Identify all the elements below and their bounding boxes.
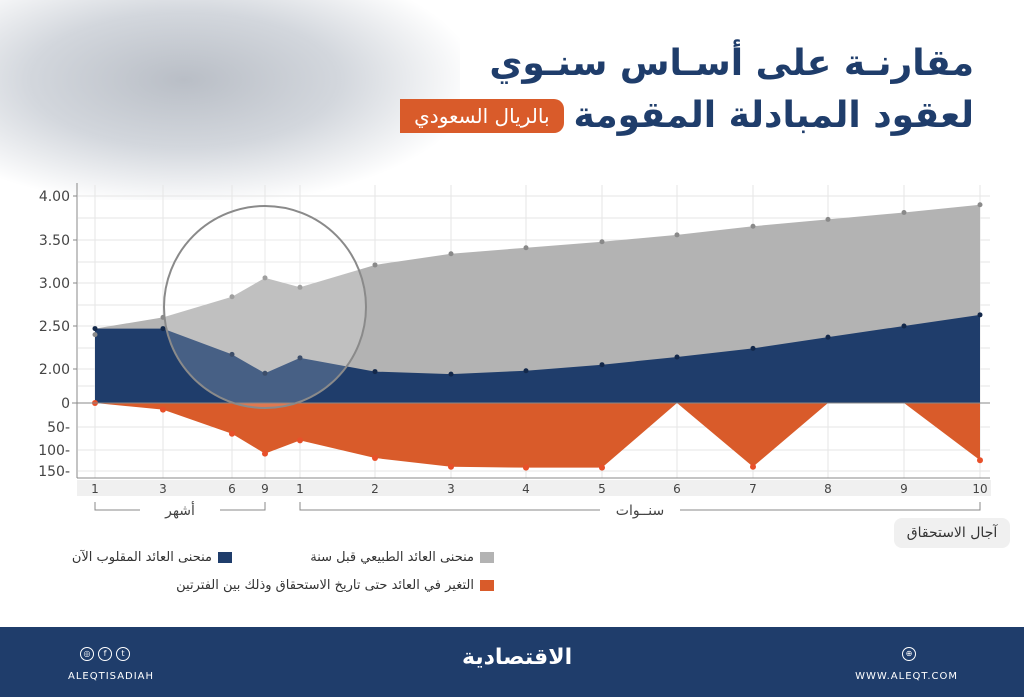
point-now [160, 326, 166, 332]
title-line2: لعقود المبادلة المقومة [573, 95, 974, 136]
point-year-ago [901, 209, 907, 215]
x-tick-label: 4 [522, 482, 530, 496]
y-tick-label: 50- [47, 420, 70, 436]
x-tick-label: 7 [749, 482, 757, 496]
point-change [750, 463, 756, 470]
footer: ◎ f t ALEQTISADIAH الاقتصادية ⊕ WWW.ALEQT.… [0, 627, 1024, 697]
x-tick-label: 10 [972, 482, 987, 496]
point-year-ago [825, 216, 831, 222]
point-change [448, 463, 454, 470]
legend-swatch [218, 552, 232, 563]
point-now [523, 368, 529, 374]
instagram-icon[interactable]: ◎ [80, 647, 94, 661]
point-year-ago [297, 284, 303, 290]
point-year-ago [372, 262, 378, 268]
x-tick-label: 3 [159, 482, 167, 496]
x-tick-label: 6 [673, 482, 681, 496]
point-year-ago [229, 294, 235, 300]
point-change [297, 437, 303, 444]
legend-item-change: التغير في العائد حتى تاريخ الاستحقاق وذل… [176, 578, 494, 593]
legend-label: التغير في العائد حتى تاريخ الاستحقاق وذل… [176, 578, 474, 593]
point-now [674, 354, 680, 360]
point-now [262, 370, 268, 376]
point-now [92, 326, 98, 332]
page-title: مقارنـة على أسـاس سنـوي لعقود المبادلة ا… [400, 38, 974, 142]
globe-icon: ⊕ [902, 647, 916, 661]
logo: الاقتصادية [462, 645, 573, 670]
x-tick-label: 5 [598, 482, 606, 496]
title-line1: مقارنـة على أسـاس سنـوي [489, 43, 974, 84]
x-tick-label: 9 [261, 482, 269, 496]
point-now [977, 312, 983, 318]
x-tick-label: 3 [447, 482, 455, 496]
point-year-ago [977, 202, 983, 208]
point-year-ago [448, 251, 454, 257]
point-year-ago [599, 239, 605, 245]
point-now [901, 323, 907, 329]
social-handle[interactable]: ALEQTISADIAH [68, 671, 155, 682]
y-tick-label: 3.00 [39, 276, 70, 292]
point-change [229, 430, 235, 437]
point-now [599, 362, 605, 368]
x-tick-label: 9 [900, 482, 908, 496]
point-now [229, 351, 235, 357]
point-now [372, 369, 378, 375]
legend-label: منحنى العائد الطبيعي قبل سنة [310, 550, 474, 565]
x-axis-title: آجال الاستحقاق [894, 518, 1010, 548]
twitter-icon[interactable]: t [116, 647, 130, 661]
y-tick-label: 0 [61, 396, 70, 412]
point-now [825, 334, 831, 340]
point-now [750, 345, 756, 351]
magnifier-lens [163, 205, 367, 409]
legend-label: منحنى العائد المقلوب الآن [71, 550, 212, 565]
y-tick-label: 2.00 [39, 362, 70, 378]
point-now [448, 371, 454, 377]
group-bracket [94, 502, 266, 511]
group-label: أشهر [164, 501, 195, 519]
currency-badge: بالريال السعودي [400, 99, 564, 133]
point-year-ago [92, 332, 98, 338]
area-now [95, 314, 980, 403]
x-tick-label: 1 [296, 482, 304, 496]
area-change [95, 403, 980, 468]
legend-item-now: منحنى العائد المقلوب الآن [72, 550, 232, 565]
point-change [262, 450, 268, 457]
x-tick-label: 2 [371, 482, 379, 496]
point-year-ago [523, 245, 529, 251]
legend-item-year-ago: منحنى العائد الطبيعي قبل سنة [310, 550, 494, 565]
x-tick-label: 6 [228, 482, 236, 496]
website-link[interactable]: WWW.ALEQT.COM [855, 671, 958, 682]
point-change [599, 464, 605, 471]
y-tick-label: 150- [38, 464, 70, 480]
facebook-icon[interactable]: f [98, 647, 112, 661]
point-year-ago [262, 275, 268, 281]
point-year-ago [750, 223, 756, 229]
group-label: سنــوات [616, 503, 664, 519]
point-change [523, 464, 529, 471]
y-tick-label: 100- [38, 443, 70, 459]
point-change [160, 406, 166, 413]
legend-swatch [480, 552, 494, 563]
y-tick-label: 3.50 [39, 233, 70, 249]
background-photo [0, 0, 460, 200]
group-bracket [299, 502, 981, 511]
point-now [297, 355, 303, 361]
x-tick-band [77, 480, 991, 496]
point-change [372, 455, 378, 461]
point-change [977, 457, 983, 464]
x-tick-label: 8 [824, 482, 832, 496]
y-tick-label: 2.50 [39, 319, 70, 335]
legend-swatch [480, 580, 494, 591]
point-year-ago [674, 232, 680, 238]
y-tick-label: 4.00 [39, 189, 70, 205]
x-tick-label: 1 [91, 482, 99, 496]
